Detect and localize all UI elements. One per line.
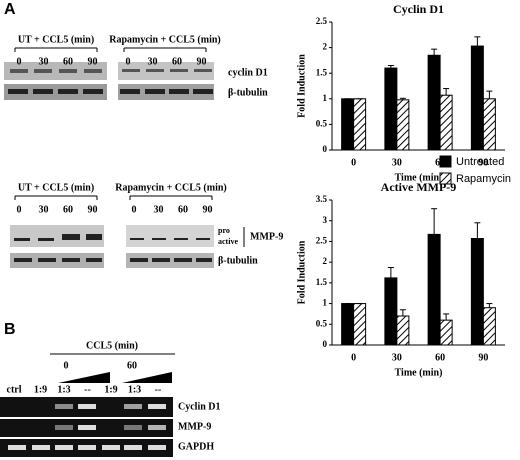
lane-label: 30 <box>148 56 158 67</box>
blot-images <box>0 62 245 457</box>
bar <box>341 98 355 151</box>
bar <box>470 45 484 151</box>
bar <box>353 303 367 346</box>
x-axis-label: Time (min) <box>395 172 443 183</box>
y-tick-label: 1 <box>323 93 328 103</box>
lane-label: 0 <box>126 56 131 67</box>
blot-group-title: Rapamycin + CCL5 (min) <box>115 182 227 193</box>
gel-time: 60 <box>127 360 137 371</box>
legend-swatch <box>439 172 452 185</box>
lane-label: 90 <box>203 204 213 215</box>
y-tick-label: 3 <box>323 215 328 225</box>
x-tick-label: 60 <box>435 352 445 363</box>
gel-row-label: Cyclin D1 <box>178 401 221 412</box>
blot-group-title: Rapamycin + CCL5 (min) <box>109 34 221 45</box>
lane-label: 60 <box>63 204 73 215</box>
bar <box>427 233 441 346</box>
lane-label: 1:9 <box>34 384 47 395</box>
x-tick-label: 90 <box>478 157 488 168</box>
lane-label: 60 <box>172 56 182 67</box>
legend-label: Untreated <box>456 156 504 168</box>
blot-label: pro <box>218 226 230 235</box>
panel-label: A <box>4 1 16 18</box>
bar <box>439 319 453 346</box>
lane-label: 0 <box>17 204 22 215</box>
y-tick-label: 2.5 <box>316 16 328 26</box>
y-tick-label: 1 <box>323 298 328 308</box>
y-axis-label: Fold Induction <box>296 54 307 118</box>
blot-label: MMP-9 <box>250 231 283 242</box>
bar <box>353 98 367 151</box>
blot-label: active <box>218 237 238 246</box>
x-tick-label: 30 <box>392 352 402 363</box>
lane-label: 1:3 <box>128 384 141 395</box>
blot-group-title: UT + CCL5 (min) <box>18 34 94 45</box>
chart-title: Cyclin D1 <box>393 2 444 16</box>
x-tick-label: 0 <box>351 157 356 168</box>
lane-label: 1:9 <box>104 384 117 395</box>
bar <box>384 277 398 346</box>
y-tick-label: 1.5 <box>316 277 328 287</box>
bar <box>396 99 410 151</box>
y-tick-label: 2 <box>323 256 328 266</box>
bar <box>396 315 410 346</box>
legend-label: Rapamycin <box>456 173 511 185</box>
x-tick-label: 0 <box>351 352 356 363</box>
lane-label: 90 <box>197 56 207 67</box>
gel-row-label: MMP-9 <box>178 421 211 432</box>
y-tick-label: 0.5 <box>316 118 328 128</box>
y-tick-label: 0 <box>323 339 328 349</box>
bar <box>482 307 496 346</box>
lane-label: -- <box>84 384 91 395</box>
x-tick-label: 30 <box>392 157 402 168</box>
bar <box>384 67 398 151</box>
y-tick-label: 2 <box>323 42 328 52</box>
gel-time: 0 <box>64 360 69 371</box>
x-tick-label: 90 <box>478 352 488 363</box>
bar <box>470 238 484 346</box>
bar <box>427 54 441 151</box>
y-tick-label: 3.5 <box>316 194 328 204</box>
bar <box>482 98 496 151</box>
lane-label: -- <box>155 384 162 395</box>
lane-label: 90 <box>88 204 98 215</box>
lane-label: 1:3 <box>57 384 70 395</box>
legend-swatch <box>439 155 452 168</box>
lane-label: 60 <box>178 204 188 215</box>
lane-label: 90 <box>88 56 98 67</box>
lane-label: 30 <box>39 56 49 67</box>
y-axis-label: Fold Induction <box>296 240 307 304</box>
panel-label: B <box>4 321 16 338</box>
chart-title: Active MMP-9 <box>381 180 457 194</box>
blot-label: β-tubulin <box>218 255 258 266</box>
lane-label: 30 <box>39 204 49 215</box>
y-tick-label: 0.5 <box>316 318 328 328</box>
x-axis-label: Time (min) <box>395 367 443 378</box>
lane-label: 0 <box>132 204 137 215</box>
lane-label: ctrl <box>7 384 22 395</box>
bar <box>439 94 453 151</box>
gel-title: CCL5 (min) <box>86 340 138 351</box>
y-tick-label: 2.5 <box>316 235 328 245</box>
blot-group-title: UT + CCL5 (min) <box>18 182 94 193</box>
lane-label: 0 <box>17 56 22 67</box>
gel-row-label: GAPDH <box>178 441 214 452</box>
y-tick-label: 1.5 <box>316 67 328 77</box>
lane-label: 60 <box>63 56 73 67</box>
lane-label: 30 <box>154 204 164 215</box>
blot-label: cyclin D1 <box>228 67 268 78</box>
bar <box>341 303 355 346</box>
y-tick-label: 0 <box>323 144 328 154</box>
blot-label: β-tubulin <box>228 87 268 98</box>
